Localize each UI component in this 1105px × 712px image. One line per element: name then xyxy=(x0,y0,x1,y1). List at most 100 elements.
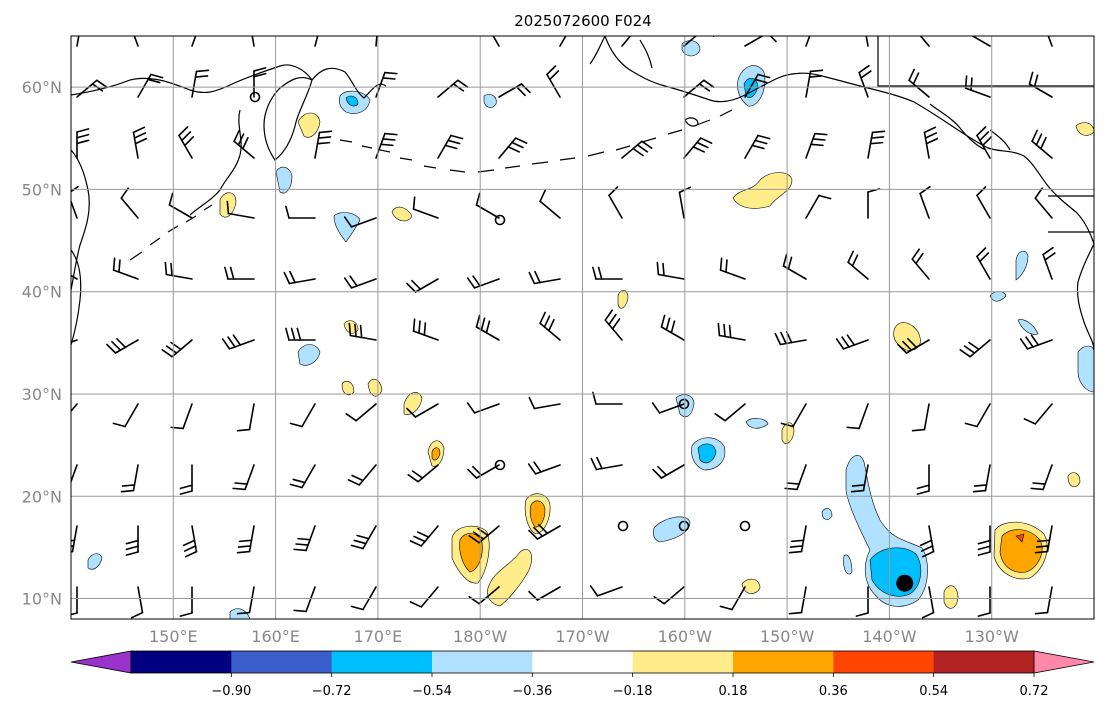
colorbar-tick-label: 0.36 xyxy=(819,684,848,699)
colorbar-tick-label: −0.54 xyxy=(412,684,452,699)
positive-anomaly-area xyxy=(341,380,355,396)
wind-barb xyxy=(492,36,500,47)
wind-barb xyxy=(498,137,528,159)
wind-barb xyxy=(977,586,991,617)
wind-barb xyxy=(805,69,824,98)
wind-barb xyxy=(178,126,195,159)
wind-barb xyxy=(343,216,377,228)
wind-barb xyxy=(959,339,991,358)
negative-anomaly-area xyxy=(843,554,853,575)
calm-wind-marker xyxy=(678,520,690,532)
wind-barbs xyxy=(71,36,1056,619)
latitude-label: 40°N xyxy=(22,283,62,302)
wind-barb xyxy=(855,586,869,617)
map-plot-area xyxy=(71,36,1094,619)
wind-barb xyxy=(409,525,439,547)
positive-anomaly-area xyxy=(943,585,959,609)
negative-anomaly-area xyxy=(1015,250,1029,281)
colorbar-segment xyxy=(833,651,935,673)
wind-barb xyxy=(719,257,746,280)
colorbar-segment xyxy=(933,651,1035,673)
wind-barb xyxy=(788,586,807,615)
latitude-labels: 60°N 50°N 40°N 30°N 20°N 10°N xyxy=(22,78,62,608)
wind-barb xyxy=(976,186,991,219)
wind-barb xyxy=(977,525,991,556)
calm-wind-marker xyxy=(249,91,261,103)
positive-anomaly-core xyxy=(529,500,546,528)
positive-anomaly-core xyxy=(431,447,441,461)
wind-barb xyxy=(120,464,139,493)
wind-barb xyxy=(236,586,255,615)
colorbar-extend-max xyxy=(1033,650,1095,674)
wind-barb xyxy=(314,130,333,159)
wind-barb xyxy=(466,402,500,414)
wind-barb xyxy=(1034,525,1053,554)
map-frame xyxy=(70,35,1095,620)
wind-barb xyxy=(744,73,771,98)
positive-anomaly-area xyxy=(391,206,413,222)
latitude-label: 50°N xyxy=(22,180,62,199)
longitude-labels: 150°E 160°E 170°E 180°W 170°W 160°W 150°W 140°W… xyxy=(149,627,1019,646)
longitude-label: 160°E xyxy=(251,627,300,646)
wind-barb xyxy=(1030,464,1053,491)
kamchatka-coastline xyxy=(263,76,313,161)
storm-center-marker xyxy=(896,574,914,592)
negative-anomaly-area xyxy=(821,508,833,520)
wind-barb xyxy=(908,68,930,98)
negative-anomaly-area xyxy=(333,212,361,243)
wind-barb xyxy=(112,403,139,428)
wind-barb xyxy=(125,525,139,556)
colorbar-tick-label: −0.18 xyxy=(613,684,653,699)
wind-barb xyxy=(412,318,439,341)
longitude-label: 150°E xyxy=(149,627,198,646)
okhotsk-coastline xyxy=(189,109,242,216)
negative-anomaly-area xyxy=(745,418,769,429)
wind-barb xyxy=(106,337,139,354)
wind-barb xyxy=(251,36,255,47)
colorbar-segment xyxy=(131,651,232,673)
wind-barb xyxy=(343,275,377,289)
alaska-coastline xyxy=(604,36,1094,245)
wind-barb xyxy=(528,396,561,410)
positive-anomaly-area xyxy=(732,172,793,209)
wind-barb xyxy=(976,247,991,280)
wind-barb xyxy=(350,525,377,550)
wind-barb xyxy=(660,314,685,341)
colorbar-segment xyxy=(231,651,333,673)
wind-barb xyxy=(232,464,255,491)
colorbar-segment xyxy=(733,651,834,673)
wind-barb xyxy=(653,586,685,605)
sakhalin-coastline xyxy=(71,149,90,291)
wind-barb xyxy=(744,36,777,47)
wind-barb xyxy=(293,586,316,613)
positive-anomaly-area xyxy=(741,578,761,594)
wind-barb xyxy=(1019,334,1053,350)
wind-barb xyxy=(468,586,500,605)
wind-barb xyxy=(1028,71,1053,98)
wind-barb xyxy=(289,403,316,428)
wind-barb xyxy=(788,525,807,554)
wind-barb xyxy=(656,261,685,280)
hokkaido-coastline xyxy=(71,249,82,346)
wind-barb xyxy=(850,464,869,493)
colorbar-tick-label: −0.36 xyxy=(512,684,552,699)
wind-barb xyxy=(539,189,561,219)
wind-barb xyxy=(1042,246,1056,280)
longitude-label: 150°W xyxy=(760,627,815,646)
wind-barb xyxy=(911,403,930,432)
wind-barb xyxy=(592,266,623,280)
wind-barb xyxy=(897,337,930,354)
wind-barb xyxy=(409,586,439,608)
positive-anomaly-peak xyxy=(1015,533,1025,543)
wind-barb xyxy=(466,275,500,289)
colorbar-tick-label: −0.72 xyxy=(312,684,352,699)
longitude-label: 170°E xyxy=(354,627,403,646)
longitude-label: 160°W xyxy=(658,627,713,646)
wind-barb xyxy=(132,126,148,159)
wind-barb xyxy=(835,334,869,350)
bering-coast xyxy=(589,36,653,69)
colorbar-tick-label: −0.90 xyxy=(211,684,251,699)
colorbar-segment xyxy=(532,651,634,673)
calm-wind-marker xyxy=(739,520,751,532)
